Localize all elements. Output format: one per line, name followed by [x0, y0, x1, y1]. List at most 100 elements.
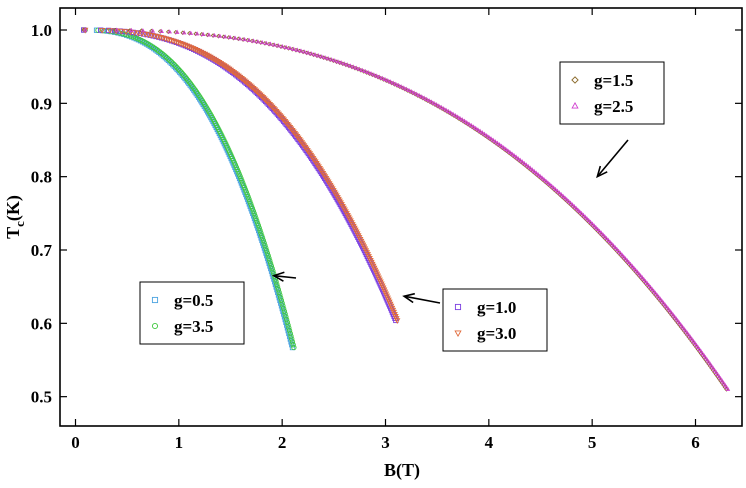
data-point	[414, 91, 419, 96]
y-axis-label: Tc(K)	[3, 195, 27, 239]
data-point	[558, 191, 564, 197]
svg-text:Tc(K): Tc(K)	[3, 195, 27, 239]
data-point	[174, 29, 180, 34]
data-point	[170, 60, 176, 66]
legend-marker	[571, 76, 579, 84]
data-point	[471, 124, 476, 129]
data-point	[183, 43, 190, 50]
data-point	[287, 330, 293, 337]
data-point	[453, 112, 458, 118]
data-point	[164, 54, 170, 61]
legends: g=1.5 g=2.5 g=0.5 g=3.5 g=1.0 g=3.0	[139, 61, 665, 352]
data-point	[245, 194, 251, 200]
y-tick-label: 0.8	[31, 168, 52, 187]
data-point	[270, 268, 276, 274]
data-point	[560, 193, 566, 198]
data-point	[541, 176, 547, 182]
data-point	[289, 339, 296, 345]
data-point	[651, 288, 656, 293]
data-point	[643, 278, 648, 284]
data-point	[681, 326, 687, 331]
data-point	[150, 28, 156, 33]
data-point	[263, 99, 271, 106]
y-axis-label-main: T	[3, 227, 23, 239]
data-point	[547, 181, 553, 187]
data-point	[259, 95, 267, 101]
data-point	[492, 139, 498, 144]
data-point	[390, 80, 396, 85]
data-point	[267, 258, 273, 264]
data-point	[268, 41, 273, 46]
data-point	[404, 86, 409, 91]
data-point	[253, 215, 259, 221]
data-point	[257, 92, 264, 99]
data-point	[262, 97, 269, 104]
series-g=2.5	[82, 27, 731, 391]
data-point	[441, 106, 446, 111]
data-point	[621, 254, 627, 259]
data-point	[468, 122, 474, 128]
data-point	[365, 69, 371, 75]
data-point	[270, 106, 277, 112]
data-point	[673, 316, 679, 321]
data-point	[549, 183, 554, 188]
legend-frame	[139, 281, 245, 345]
data-point	[675, 318, 680, 323]
data-point	[374, 73, 379, 78]
y-axis-label-sub: c	[12, 221, 27, 227]
data-point	[475, 127, 481, 132]
data-point	[118, 28, 125, 35]
data-point	[669, 310, 674, 315]
data-point	[131, 30, 138, 36]
legend-box: g=0.5 g=3.5	[139, 271, 297, 345]
x-axis-label: B(T)	[384, 460, 420, 481]
data-point	[266, 101, 273, 108]
data-point	[612, 244, 618, 250]
data-point	[274, 284, 281, 290]
data-point	[419, 94, 424, 99]
data-point	[179, 41, 186, 48]
data-point	[398, 84, 404, 89]
data-point	[251, 38, 256, 43]
data-point	[624, 257, 630, 263]
data-point	[551, 185, 556, 190]
data-point	[181, 42, 188, 49]
data-point	[672, 314, 677, 319]
data-point	[162, 53, 168, 59]
data-point	[667, 308, 673, 313]
data-point	[316, 53, 321, 58]
data-point	[287, 45, 293, 50]
data-point	[602, 234, 608, 239]
data-point	[473, 125, 478, 130]
data-point	[357, 66, 362, 71]
data-point	[256, 225, 262, 231]
legend-entry: g=3.0	[477, 324, 516, 343]
data-point	[577, 209, 582, 214]
data-point	[656, 294, 661, 299]
data-point	[246, 37, 252, 42]
data-point	[172, 63, 179, 69]
data-markers	[81, 27, 731, 392]
data-point	[607, 239, 613, 244]
data-point	[222, 34, 228, 39]
data-point	[265, 252, 271, 259]
data-point	[623, 256, 628, 261]
data-point	[255, 39, 261, 44]
legend-marker	[151, 322, 159, 330]
data-point	[267, 260, 274, 267]
y-tick-label: 0.6	[31, 314, 52, 333]
data-point	[704, 357, 710, 362]
data-point	[721, 380, 726, 385]
data-point	[503, 146, 509, 151]
data-point	[443, 107, 449, 112]
data-point	[581, 212, 586, 217]
data-point	[575, 207, 581, 212]
data-point	[258, 93, 265, 100]
data-point	[424, 96, 429, 101]
data-point	[686, 332, 691, 337]
data-point	[280, 305, 287, 312]
data-point	[507, 149, 513, 154]
data-point	[703, 355, 708, 360]
data-point	[322, 55, 328, 60]
data-point	[722, 382, 728, 387]
